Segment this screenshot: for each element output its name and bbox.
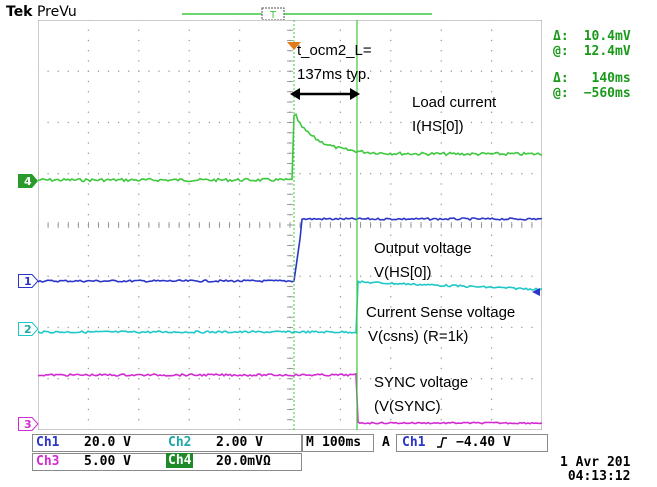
at-symbol: @: [553, 44, 569, 59]
ch3-label[interactable]: Ch3 [36, 454, 60, 469]
ch4-ground-marker[interactable]: 4 [18, 174, 40, 188]
date-label: 1 Avr 201 [560, 455, 631, 470]
ch4-marker-label: 4 [24, 175, 32, 188]
waveform-display[interactable] [38, 20, 542, 430]
trace-ch1-output-voltage [38, 217, 542, 283]
current-sense-label: Current Sense voltage [366, 304, 516, 321]
rising-edge-icon [437, 437, 447, 448]
cursor-volts-at: @: 12.4mV [553, 44, 631, 59]
ch3-ground-marker[interactable]: 3 [18, 417, 40, 431]
ch4-scale: 20.0mVΩ [216, 454, 271, 469]
ch2-label[interactable]: Ch2 [168, 435, 192, 450]
sync-label: SYNC voltage [374, 374, 469, 391]
status-bar: Ch1 20.0 V Ch2 2.00 V Ch3 5.00 V Ch4 20.… [32, 434, 548, 472]
trigger-marker [287, 42, 301, 50]
volts-delta-value: 10.4mV [583, 29, 631, 44]
at-symbol: @: [553, 86, 569, 101]
timebase-box [302, 434, 374, 452]
time-at-value: −560ms [583, 86, 631, 101]
delta-symbol: Δ: [553, 71, 569, 86]
trigger-source[interactable]: Ch1 [402, 435, 426, 450]
scope-brand: Tek PreVu [6, 4, 77, 20]
timebase-label: M [306, 435, 314, 450]
current-sense-signal: V(csns) (R=1k) [368, 328, 469, 345]
ch3-marker-label: 3 [24, 418, 32, 431]
time-delta-value: 140ms [591, 71, 631, 86]
mode-label: PreVu [36, 4, 77, 20]
trace-ch2-current-sense [38, 280, 542, 334]
graticule [38, 20, 542, 430]
trigger-mode: A [382, 435, 390, 450]
ch2-ground-marker[interactable]: 2 [18, 322, 40, 336]
trace-ch3-sync [38, 372, 542, 425]
output-voltage-label: Output voltage [374, 240, 472, 257]
ch2-scale: 2.00 V [216, 435, 263, 450]
cursor-time-at: @: −560ms [553, 86, 631, 101]
t-ocm-label-line1: t_ocm2_L= [297, 42, 372, 59]
ch2-marker-label: 2 [24, 323, 32, 336]
ch1-scale: 20.0 V [84, 435, 131, 450]
trigger-box [396, 434, 548, 452]
trigger-level[interactable]: −4.40 V [456, 435, 511, 450]
trace-ch4-load-current [38, 113, 542, 183]
ch1-label[interactable]: Ch1 [36, 435, 60, 450]
trigger-position-marker: T [269, 10, 277, 21]
sync-signal: (V(SYNC) [374, 398, 441, 415]
ch-scale-row1-box [32, 434, 302, 452]
cursor-time-delta: Δ: 140ms [553, 71, 631, 86]
cursor-volts-delta: Δ: 10.4mV [553, 29, 631, 44]
time-span-arrow [290, 88, 360, 100]
volts-at-value: 12.4mV [583, 44, 631, 59]
t-ocm-label-line2: 137ms typ. [297, 66, 371, 83]
ch1-ground-marker[interactable]: 1 [18, 274, 40, 288]
timestamp: 1 Avr 201 04:13:12 [560, 456, 630, 484]
ch3-scale: 5.00 V [84, 454, 131, 469]
ch4-label[interactable]: Ch4 [166, 453, 194, 468]
brand-label: Tek [6, 4, 33, 20]
time-label: 04:13:12 [567, 469, 631, 484]
delta-symbol: Δ: [553, 29, 569, 44]
ch1-level-marker [532, 288, 540, 296]
timebase-value[interactable]: 100ms [322, 435, 362, 450]
output-voltage-signal: V(HS[0]) [374, 264, 432, 281]
ch1-marker-label: 1 [24, 275, 32, 288]
load-current-label: Load current [412, 94, 497, 111]
record-position-bar[interactable]: T [182, 7, 432, 21]
load-current-signal: I(HS[0]) [412, 118, 464, 135]
